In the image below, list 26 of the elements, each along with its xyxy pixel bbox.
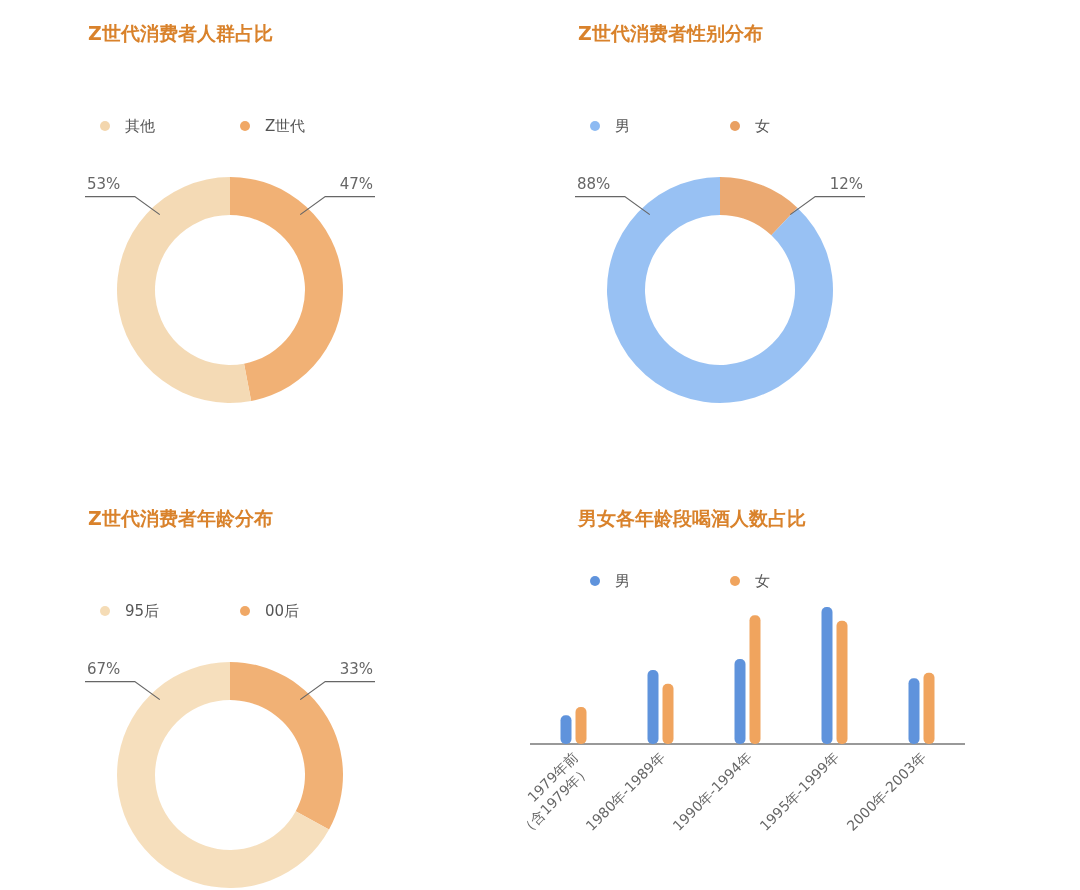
- data-label: 47%: [339, 174, 373, 193]
- legend-item: 女: [730, 117, 770, 135]
- legend-label: Z世代: [265, 117, 306, 135]
- data-label: 53%: [87, 174, 121, 193]
- legend-item: 95后: [100, 602, 160, 620]
- chart-title: Z世代消费者年龄分布: [88, 507, 273, 529]
- legend-item: 男: [590, 117, 630, 135]
- legend-label: 男: [615, 572, 630, 590]
- legend-item: 00后: [240, 602, 300, 620]
- legend-label: 女: [755, 117, 770, 135]
- data-label: 88%: [577, 174, 611, 193]
- legend-item: 其他: [100, 117, 155, 135]
- chart-title: 男女各年龄段喝酒人数占比: [577, 507, 806, 529]
- legend-label: 男: [615, 117, 630, 135]
- legend-item: 男: [590, 572, 630, 590]
- legend-item: 女: [730, 572, 770, 590]
- legend-label: 95后: [125, 602, 160, 620]
- data-label: 12%: [829, 174, 863, 193]
- chart-title: Z世代消费者人群占比: [88, 22, 273, 44]
- data-label: 67%: [87, 659, 121, 678]
- legend-item: Z世代: [240, 117, 306, 135]
- legend-label: 其他: [125, 117, 155, 135]
- data-label: 33%: [339, 659, 373, 678]
- legend-label: 女: [755, 572, 770, 590]
- legend-label: 00后: [265, 602, 300, 620]
- chart-title: Z世代消费者性别分布: [578, 22, 763, 44]
